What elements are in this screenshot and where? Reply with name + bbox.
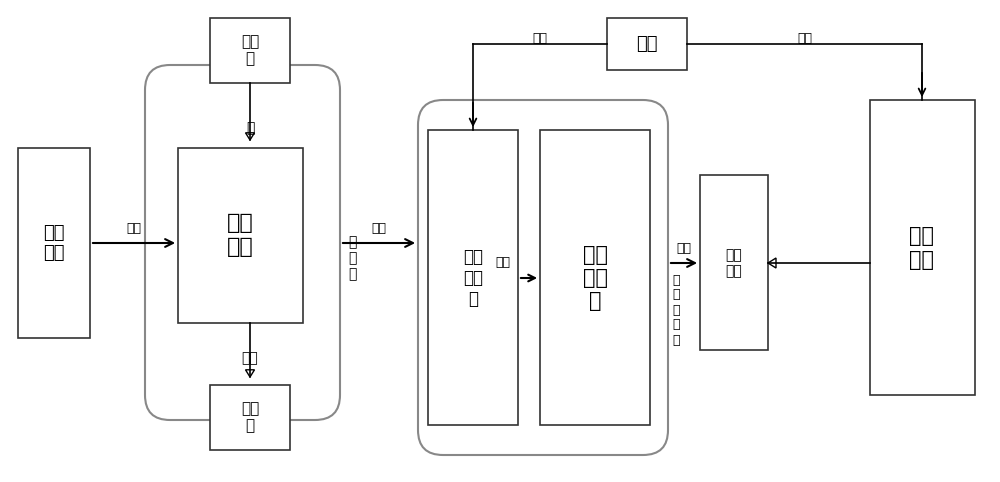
Text: 气流: 气流 bbox=[126, 222, 142, 235]
Text: 紫外
线光
灯: 紫外 线光 灯 bbox=[463, 248, 483, 308]
Bar bbox=[607, 18, 687, 70]
Text: 出气
窗口: 出气 窗口 bbox=[726, 248, 742, 278]
Text: 电源: 电源 bbox=[636, 35, 658, 53]
Bar bbox=[210, 385, 290, 450]
Text: 水: 水 bbox=[246, 121, 254, 135]
Text: 排污
管: 排污 管 bbox=[241, 401, 259, 433]
Text: 气流: 气流 bbox=[496, 256, 511, 269]
Text: 活性
炭滤
芯: 活性 炭滤 芯 bbox=[582, 245, 608, 311]
Bar bbox=[178, 148, 303, 323]
Text: 除
尘
箱: 除 尘 箱 bbox=[348, 235, 356, 281]
Text: 输水
管: 输水 管 bbox=[241, 34, 259, 66]
Text: 排气
风机: 排气 风机 bbox=[910, 227, 934, 269]
Text: 气流: 气流 bbox=[676, 241, 692, 254]
Bar bbox=[18, 148, 90, 338]
Text: 进气
窗口: 进气 窗口 bbox=[43, 224, 65, 262]
Text: 气流: 气流 bbox=[372, 222, 386, 235]
Text: 供电: 供电 bbox=[532, 31, 548, 44]
Text: 雾化
喷头: 雾化 喷头 bbox=[227, 214, 253, 256]
Bar bbox=[210, 18, 290, 83]
Bar bbox=[700, 175, 768, 350]
Text: 供电: 供电 bbox=[798, 31, 812, 44]
Bar bbox=[540, 130, 650, 425]
Text: 废液: 废液 bbox=[242, 351, 258, 365]
FancyBboxPatch shape bbox=[418, 100, 668, 455]
Text: 杀
菌
过
滤
箱: 杀 菌 过 滤 箱 bbox=[672, 273, 680, 347]
Bar bbox=[428, 130, 518, 425]
Bar bbox=[870, 100, 975, 395]
FancyBboxPatch shape bbox=[145, 65, 340, 420]
